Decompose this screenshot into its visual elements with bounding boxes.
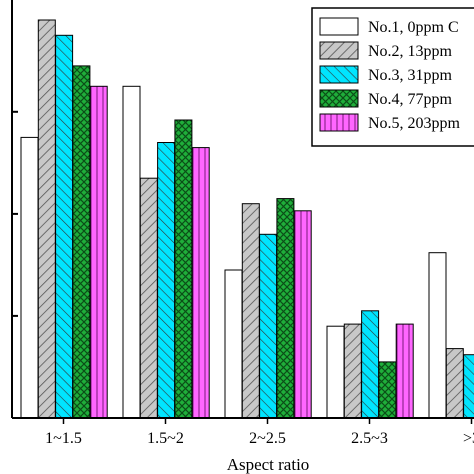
legend-swatch-4 [319,89,359,108]
bar-3-2 [157,142,176,419]
bar-1-4 [326,325,345,419]
bar-4-1 [72,65,91,419]
legend-label-2: No.2, 13ppm [368,43,453,60]
x-tick-label: 2.5~3 [351,430,388,447]
bar-1-5 [428,252,447,419]
bar-3-1 [55,34,74,419]
bar-2-4 [343,323,362,419]
x-tick-label: >3 [463,430,474,447]
legend-label-3: No.3, 31ppm [368,67,453,84]
legend-label-1: No.1, 0ppm C [368,19,459,36]
bar-1-3 [224,269,243,419]
bar-3-3 [259,233,278,419]
x-tick-label: 1~1.5 [45,430,82,447]
bar-4-3 [276,198,295,419]
legend-swatch-5 [319,113,359,132]
x-tick-label: 1.5~2 [147,430,184,447]
x-axis-label: Aspect ratio [227,455,310,474]
legend-swatch-3 [319,65,359,84]
legend-label-4: No.4, 77ppm [368,91,453,108]
bar-5-2 [191,147,210,419]
bar-4-4 [378,361,397,419]
legend: No.1, 0ppm C No.2, 13ppm No.3, 31ppm No.4, … [311,7,474,147]
bar-1-1 [20,136,39,419]
x-tick-label: 2~2.5 [249,430,286,447]
bar-3-5 [463,354,474,419]
legend-label-5: No.5, 203ppm [368,115,461,132]
legend-swatch-2 [319,41,359,60]
y-ticks-group [12,110,18,419]
bar-2-1 [37,19,56,419]
bar-2-2 [139,177,158,419]
bar-1-2 [122,85,141,419]
bar-4-2 [174,119,193,419]
bar-5-4 [395,323,414,419]
bar-5-3 [293,210,312,419]
bars-group [20,19,474,419]
legend-swatch-1 [319,17,359,36]
bar-2-5 [445,348,464,419]
bar-2-3 [241,203,260,419]
x-ticks-group: 1~1.5 1.5~2 2~2.5 2.5~3 >3 [45,418,474,447]
bar-3-4 [361,310,380,419]
bar-5-1 [89,85,108,419]
